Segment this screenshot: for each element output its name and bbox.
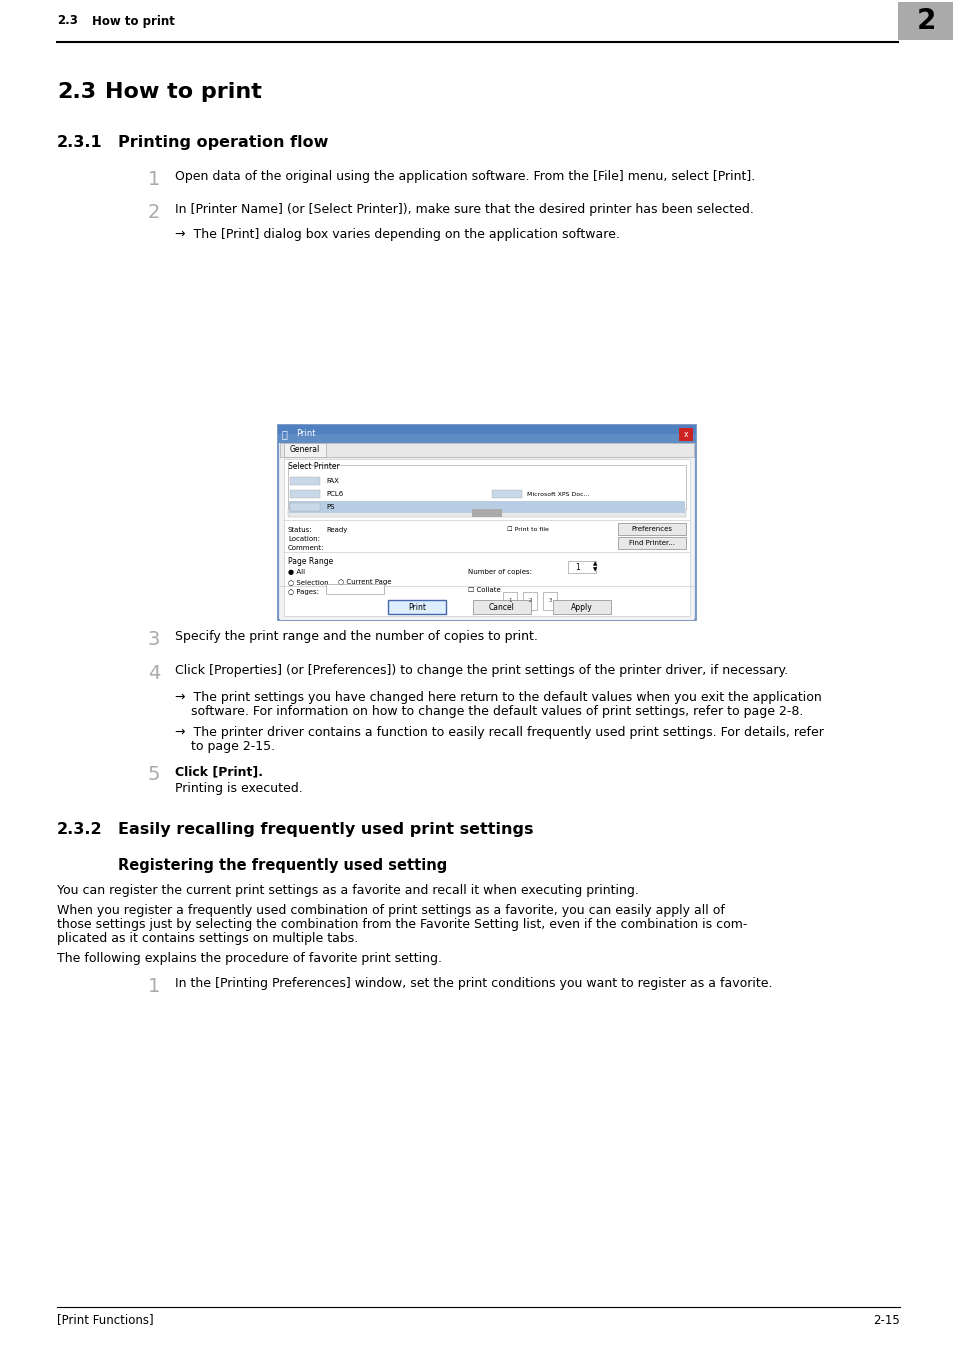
Text: 5: 5 — [148, 765, 160, 784]
Text: FAX: FAX — [326, 478, 338, 485]
Text: ● All: ● All — [288, 568, 305, 575]
Text: [Print Functions]: [Print Functions] — [57, 1314, 153, 1327]
Bar — [277, 433, 696, 443]
Text: 1: 1 — [508, 598, 511, 603]
Bar — [288, 509, 685, 517]
Text: plicated as it contains settings on multiple tabs.: plicated as it contains settings on mult… — [57, 931, 358, 945]
Text: When you register a frequently used combination of print settings as a favorite,: When you register a frequently used comb… — [57, 904, 724, 917]
Text: Open data of the original using the application software. From the [File] menu, : Open data of the original using the appl… — [174, 170, 755, 184]
Text: 2-15: 2-15 — [872, 1314, 899, 1327]
Text: 1: 1 — [148, 977, 160, 996]
Text: →  The [Print] dialog box varies depending on the application software.: → The [Print] dialog box varies dependin… — [174, 228, 619, 242]
Text: Print: Print — [295, 429, 315, 439]
Text: Click [Properties] (or [Preferences]) to change the print settings of the printe: Click [Properties] (or [Preferences]) to… — [174, 664, 787, 676]
Text: ○ Pages:: ○ Pages: — [288, 589, 318, 595]
Text: Printing operation flow: Printing operation flow — [118, 135, 328, 150]
Text: Registering the frequently used setting: Registering the frequently used setting — [118, 859, 447, 873]
Text: ▲
▼: ▲ ▼ — [592, 562, 597, 572]
Text: Number of copies:: Number of copies: — [468, 568, 532, 575]
Text: General: General — [290, 446, 320, 455]
Text: x: x — [683, 431, 687, 439]
Text: 2.3.2: 2.3.2 — [57, 822, 103, 837]
Text: Comment:: Comment: — [288, 545, 324, 551]
Text: In [Printer Name] (or [Select Printer]), make sure that the desired printer has : In [Printer Name] (or [Select Printer]),… — [174, 202, 753, 216]
Text: to page 2-15.: to page 2-15. — [174, 740, 274, 753]
Text: ○ Current Page: ○ Current Page — [337, 579, 391, 585]
Text: Ready: Ready — [326, 526, 347, 533]
Bar — [284, 443, 326, 458]
Text: Click [Print].: Click [Print]. — [174, 765, 263, 778]
Bar — [280, 443, 693, 620]
Bar — [542, 593, 557, 610]
Text: The following explains the procedure of favorite print setting.: The following explains the procedure of … — [57, 952, 441, 965]
Text: You can register the current print settings as a favorite and recall it when exe: You can register the current print setti… — [57, 884, 639, 896]
Bar — [618, 537, 685, 549]
Text: 3: 3 — [148, 630, 160, 649]
Text: How to print: How to print — [91, 15, 174, 27]
Text: Find Printer...: Find Printer... — [628, 540, 675, 545]
Text: software. For information on how to change the default values of print settings,: software. For information on how to chan… — [174, 705, 802, 718]
Text: PS: PS — [326, 504, 335, 510]
Text: 3: 3 — [548, 598, 551, 603]
Text: those settings just by selecting the combination from the Favorite Setting list,: those settings just by selecting the com… — [57, 918, 746, 932]
Text: Specify the print range and the number of copies to print.: Specify the print range and the number o… — [174, 630, 537, 643]
Bar — [277, 425, 696, 443]
Bar — [326, 585, 384, 594]
Text: ○ Selection: ○ Selection — [288, 579, 328, 585]
Text: PCL6: PCL6 — [326, 491, 343, 497]
Bar — [284, 459, 689, 616]
Text: Easily recalling frequently used print settings: Easily recalling frequently used print s… — [118, 822, 533, 837]
Bar — [290, 477, 319, 485]
Text: 2: 2 — [528, 598, 531, 603]
Text: 1: 1 — [575, 563, 579, 571]
Bar — [280, 443, 693, 458]
Bar — [290, 504, 319, 512]
Text: 1: 1 — [148, 170, 160, 189]
Bar — [388, 599, 446, 614]
Bar — [473, 599, 531, 614]
Bar — [553, 599, 610, 614]
Bar — [522, 593, 537, 610]
Bar — [277, 425, 696, 620]
Text: →  The print settings you have changed here return to the default values when yo: → The print settings you have changed he… — [174, 691, 821, 703]
Text: Preferences: Preferences — [631, 526, 672, 532]
Text: Print: Print — [408, 602, 426, 612]
Text: 2.3: 2.3 — [57, 82, 96, 103]
Bar — [288, 464, 685, 509]
Text: Location:: Location: — [288, 536, 319, 541]
Text: 2: 2 — [915, 7, 935, 35]
Text: Status:: Status: — [288, 526, 313, 533]
Text: How to print: How to print — [105, 82, 262, 103]
Text: Microsoft XPS Doc...: Microsoft XPS Doc... — [526, 491, 589, 497]
Bar — [567, 562, 596, 572]
Text: ☐ Print to file: ☐ Print to file — [506, 526, 548, 532]
Text: In the [Printing Preferences] window, set the print conditions you want to regis: In the [Printing Preferences] window, se… — [174, 977, 772, 990]
Text: 4: 4 — [148, 664, 160, 683]
Text: →  The printer driver contains a function to easily recall frequently used print: → The printer driver contains a function… — [174, 726, 823, 738]
Text: 2: 2 — [148, 202, 160, 221]
Bar — [502, 593, 517, 610]
Bar — [472, 509, 501, 517]
Text: Apply: Apply — [571, 602, 592, 612]
Text: Page Range: Page Range — [288, 558, 333, 566]
Text: Printing is executed.: Printing is executed. — [174, 782, 302, 795]
Text: Cancel: Cancel — [489, 602, 515, 612]
Bar — [679, 428, 692, 441]
Text: ☐ Collate: ☐ Collate — [468, 587, 500, 593]
Bar — [897, 1, 953, 40]
Text: Select Printer: Select Printer — [288, 462, 339, 471]
Text: 2.3: 2.3 — [57, 15, 78, 27]
Bar — [289, 501, 684, 513]
Bar — [618, 522, 685, 535]
Text: ⎙: ⎙ — [282, 429, 288, 439]
Bar — [290, 490, 319, 498]
Text: 2.3.1: 2.3.1 — [57, 135, 103, 150]
Bar — [492, 490, 521, 498]
